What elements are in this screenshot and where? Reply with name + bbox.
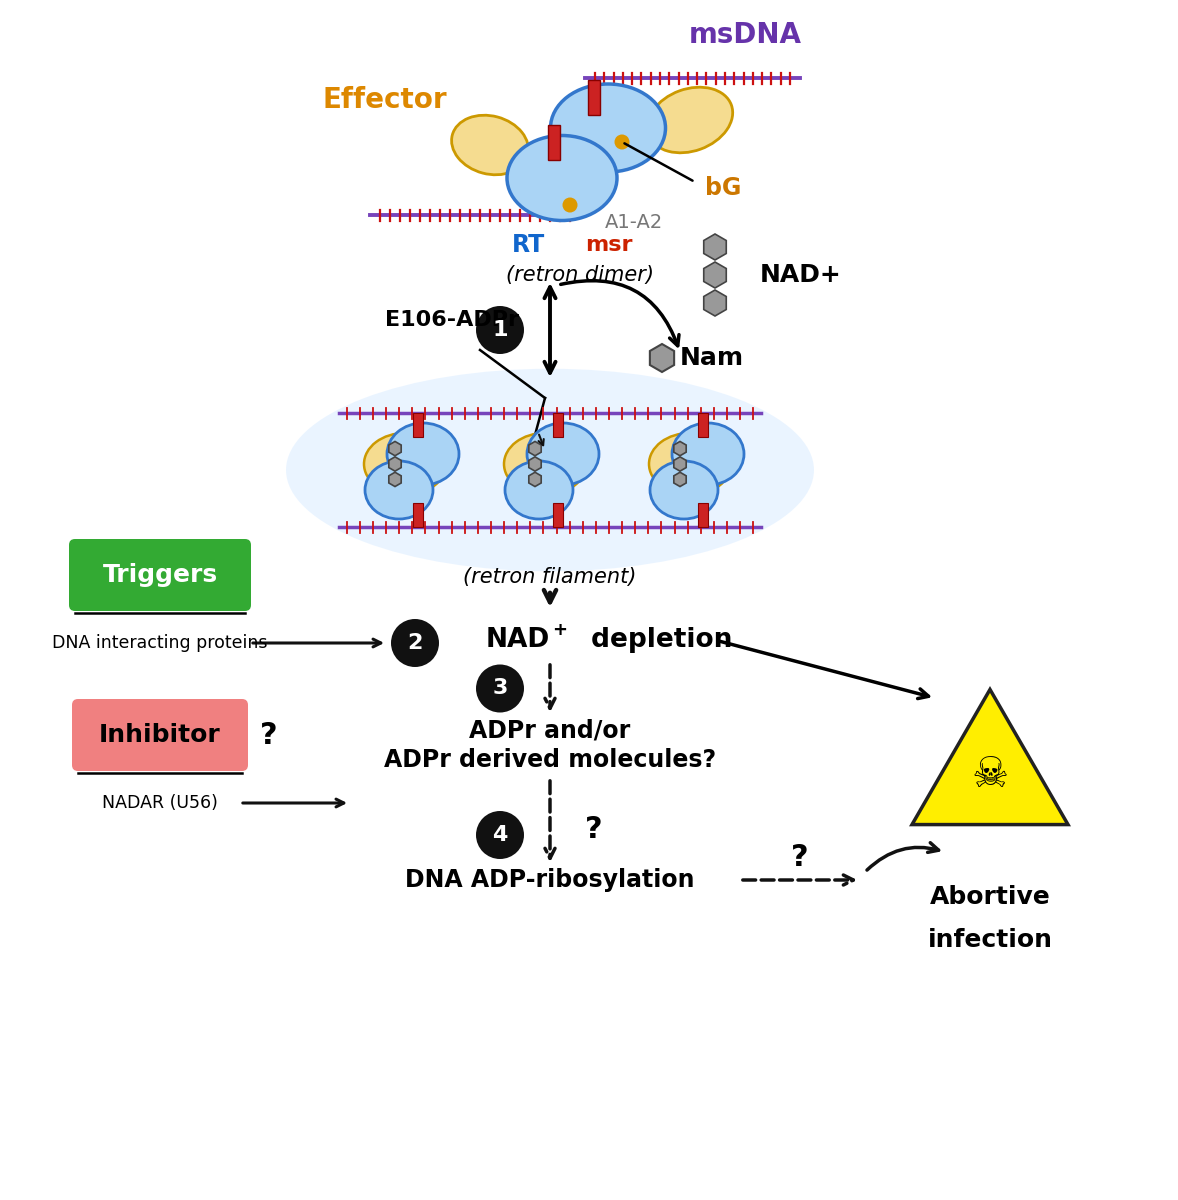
Text: depletion: depletion	[582, 626, 733, 653]
Bar	[552, 413, 563, 437]
FancyBboxPatch shape	[72, 698, 249, 770]
Text: bG: bG	[704, 176, 741, 200]
Text: Abortive: Abortive	[929, 884, 1051, 910]
Text: Inhibitor: Inhibitor	[99, 722, 221, 746]
Text: Effector: Effector	[323, 86, 448, 114]
Circle shape	[476, 306, 524, 354]
Polygon shape	[703, 262, 727, 288]
Text: Nam: Nam	[680, 346, 744, 370]
Polygon shape	[389, 473, 402, 486]
Polygon shape	[389, 457, 402, 472]
Polygon shape	[674, 442, 687, 456]
Text: NADAR (U56): NADAR (U56)	[102, 794, 218, 812]
Text: (retron dimer): (retron dimer)	[507, 265, 654, 284]
Ellipse shape	[451, 115, 529, 175]
Ellipse shape	[550, 84, 666, 172]
Text: ?: ?	[585, 816, 603, 845]
Polygon shape	[674, 473, 687, 486]
Text: 1: 1	[492, 320, 508, 340]
Circle shape	[563, 198, 577, 212]
Text: E106-ADPr: E106-ADPr	[385, 310, 519, 330]
Ellipse shape	[650, 461, 719, 518]
Ellipse shape	[504, 433, 585, 494]
Polygon shape	[529, 442, 541, 456]
Bar	[413, 503, 423, 527]
Text: +: +	[552, 622, 567, 640]
Ellipse shape	[505, 461, 573, 518]
Bar	[552, 503, 563, 527]
Text: ?: ?	[260, 720, 278, 750]
FancyBboxPatch shape	[70, 539, 251, 611]
Polygon shape	[703, 234, 727, 260]
Ellipse shape	[649, 433, 732, 494]
Ellipse shape	[364, 433, 446, 494]
Polygon shape	[912, 690, 1068, 824]
Text: DNA interacting proteins: DNA interacting proteins	[52, 634, 267, 652]
Text: 3: 3	[492, 678, 508, 698]
Text: 2: 2	[408, 634, 423, 653]
Text: NAD: NAD	[485, 626, 550, 653]
Bar	[699, 413, 708, 437]
Ellipse shape	[388, 422, 459, 485]
Text: msDNA: msDNA	[688, 20, 801, 49]
Text: 4: 4	[492, 826, 508, 845]
Circle shape	[391, 619, 439, 667]
Polygon shape	[529, 473, 541, 486]
Ellipse shape	[527, 422, 598, 485]
Text: (retron filament): (retron filament)	[463, 566, 636, 587]
Circle shape	[476, 665, 524, 713]
Ellipse shape	[671, 422, 744, 485]
Polygon shape	[674, 457, 687, 472]
Bar	[588, 80, 600, 115]
Polygon shape	[703, 290, 727, 316]
Text: ☠: ☠	[972, 754, 1008, 796]
Text: RT: RT	[511, 233, 544, 257]
Circle shape	[476, 811, 524, 859]
Text: NAD+: NAD+	[760, 263, 842, 287]
Polygon shape	[650, 344, 674, 372]
Circle shape	[615, 134, 629, 150]
Ellipse shape	[648, 88, 733, 152]
Text: infection: infection	[927, 928, 1052, 952]
Bar	[548, 125, 560, 160]
Polygon shape	[389, 442, 402, 456]
Text: ?: ?	[792, 844, 809, 872]
Text: DNA ADP-ribosylation: DNA ADP-ribosylation	[405, 868, 695, 892]
Ellipse shape	[507, 136, 617, 221]
Polygon shape	[529, 457, 541, 472]
Bar	[699, 503, 708, 527]
Text: ADPr and/or: ADPr and/or	[469, 718, 630, 742]
Text: A1-A2: A1-A2	[605, 212, 663, 232]
Ellipse shape	[286, 368, 814, 571]
Ellipse shape	[365, 461, 434, 518]
Bar	[413, 413, 423, 437]
Text: Triggers: Triggers	[102, 563, 218, 587]
Text: ADPr derived molecules?: ADPr derived molecules?	[384, 748, 716, 772]
Text: msr: msr	[585, 235, 633, 254]
